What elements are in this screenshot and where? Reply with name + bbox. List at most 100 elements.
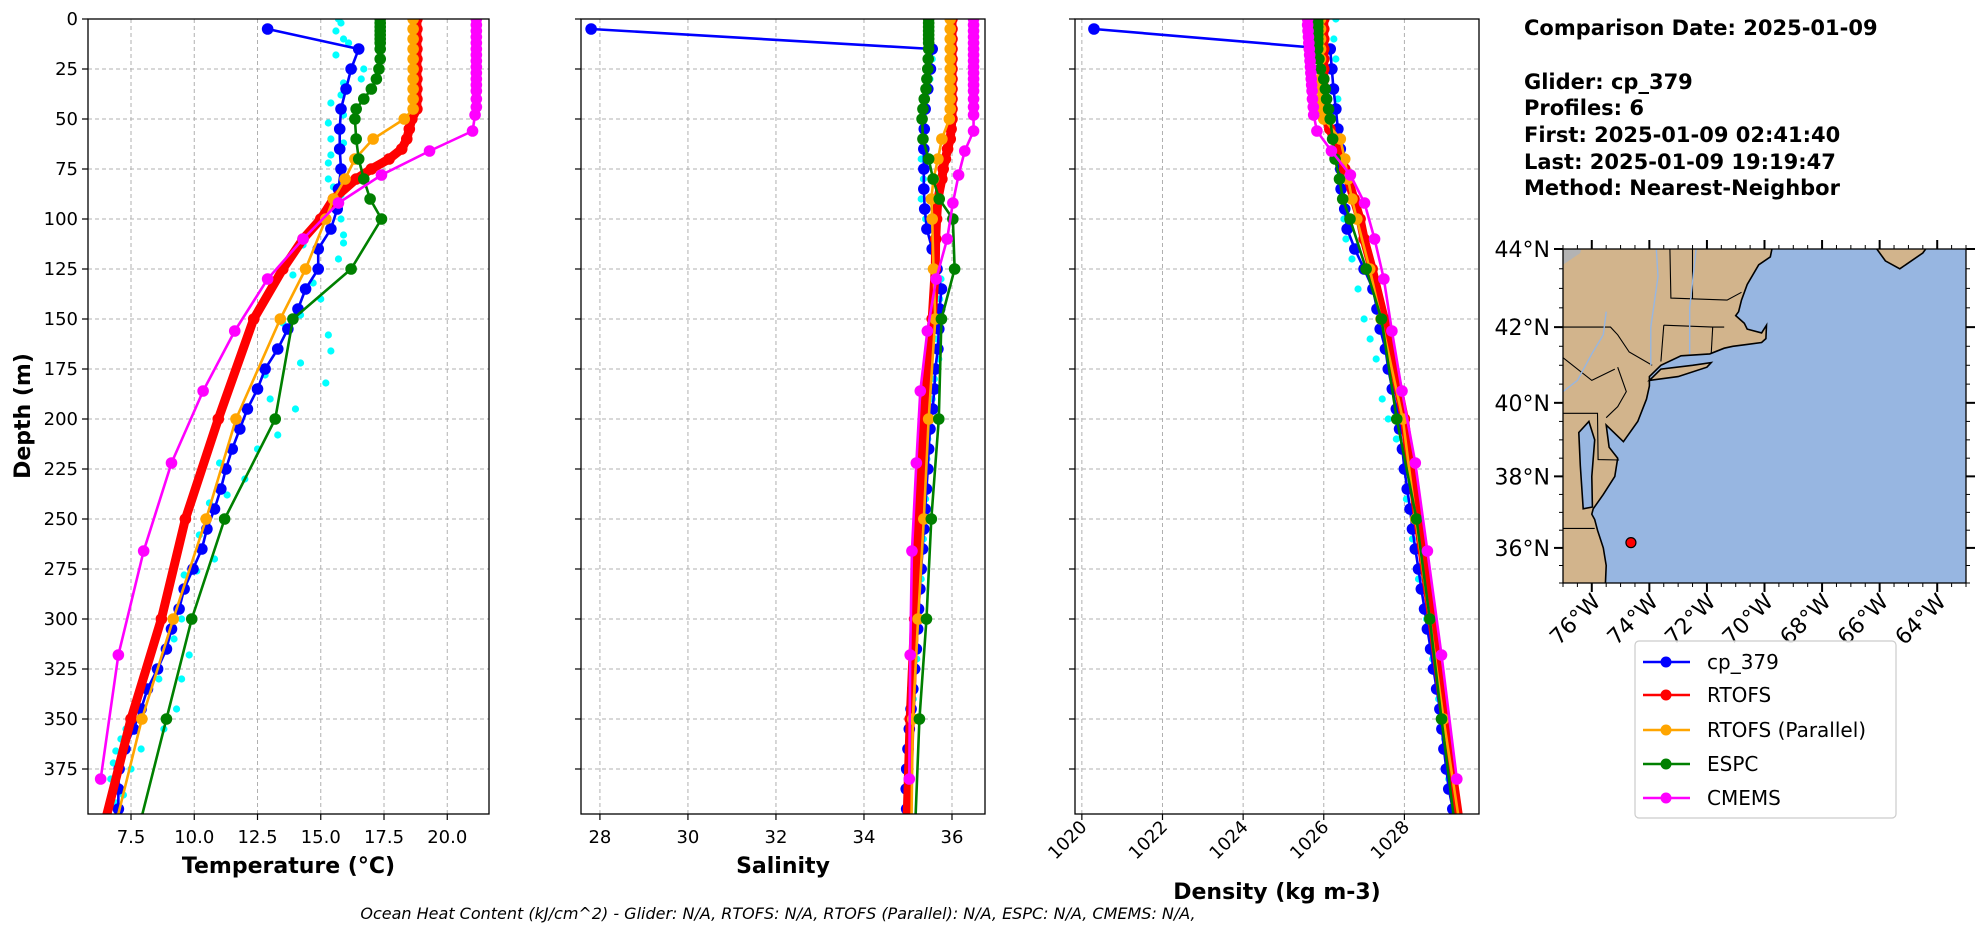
series-point xyxy=(332,197,345,209)
info-panel: Comparison Date: 2025-01-09 Glider: cp_3… xyxy=(1524,16,1878,200)
y-tick-label: 75 xyxy=(55,159,78,180)
y-tick-label: 275 xyxy=(44,559,78,580)
y-axis-label: Depth (m) xyxy=(11,353,36,479)
series-point xyxy=(137,545,150,557)
y-tick-label: 0 xyxy=(67,9,78,30)
glider-profile-point xyxy=(339,239,348,247)
series-point xyxy=(1326,133,1339,145)
glider-profile-point xyxy=(327,135,335,143)
series-point xyxy=(196,543,208,555)
series-point xyxy=(1314,63,1327,75)
x-tick-label: 20.0 xyxy=(427,827,467,848)
glider-profile-point xyxy=(112,747,120,755)
glider-profile-point xyxy=(170,635,178,643)
series-point xyxy=(1455,813,1462,814)
profile-panels: 7.5 10.0 12.5 15.0 17.5 20.0 0 25 50 75 100 125 150 1… xyxy=(44,9,1480,905)
river xyxy=(1563,311,1607,393)
plot-area xyxy=(585,19,980,814)
series-point xyxy=(349,113,361,125)
series-point xyxy=(944,33,957,45)
glider-profile-point xyxy=(1378,395,1386,403)
series-point xyxy=(1344,169,1357,181)
series-point xyxy=(1311,125,1323,137)
series-point xyxy=(247,313,260,325)
series-point xyxy=(1455,813,1462,814)
series-point xyxy=(921,223,933,235)
series-point xyxy=(350,103,362,115)
glider-profile-point xyxy=(339,35,348,43)
series-point xyxy=(241,403,254,415)
x-tick-label: 28 xyxy=(588,827,611,848)
series-point xyxy=(1368,233,1381,245)
series-point xyxy=(916,113,928,125)
state-border xyxy=(1605,367,1627,419)
series-point xyxy=(200,513,212,525)
legend-marker xyxy=(1660,724,1672,736)
series-point xyxy=(1378,273,1390,285)
series-point xyxy=(1358,197,1371,209)
series-point xyxy=(320,213,332,225)
series-line-cp-379 xyxy=(117,27,361,809)
series-point xyxy=(466,125,479,137)
glider-profile-point xyxy=(172,705,181,713)
state-border xyxy=(1669,249,1742,301)
series-point xyxy=(375,169,388,181)
series-point xyxy=(920,613,933,625)
map-lat-label: 36°N xyxy=(1495,537,1550,562)
series-point xyxy=(1336,193,1349,205)
series-point xyxy=(944,103,957,115)
x-tick-label: 36 xyxy=(941,827,964,848)
glider-profile-point xyxy=(339,231,348,239)
series-point xyxy=(274,313,287,325)
series-point xyxy=(1311,43,1324,55)
glider-profile-point xyxy=(337,19,345,27)
glider-profile-point xyxy=(324,331,332,339)
y-tick-label: 350 xyxy=(44,709,78,730)
series-point xyxy=(944,73,957,85)
series-point xyxy=(333,143,346,155)
y-tick-label: 175 xyxy=(44,359,78,380)
glider-profile-point xyxy=(337,215,345,223)
ocean-heat-content-footer: Ocean Heat Content (kJ/cm^2) - Glider: N… xyxy=(360,904,1195,923)
series-point xyxy=(333,123,346,135)
series-point xyxy=(167,613,180,625)
legend-marker xyxy=(1660,656,1672,668)
series-point xyxy=(365,83,378,95)
series-point xyxy=(340,83,352,95)
series-point xyxy=(395,143,408,155)
series-point xyxy=(350,133,362,145)
x-tick-label: 1028 xyxy=(1367,817,1414,864)
x-tick-label: 12.5 xyxy=(237,827,277,848)
legend-label: CMEMS xyxy=(1707,786,1781,810)
series-point xyxy=(906,545,918,557)
series-point xyxy=(335,103,347,115)
x-tick-label: 1024 xyxy=(1205,817,1252,864)
x-tick-label: 1026 xyxy=(1286,817,1333,864)
series-point xyxy=(1313,53,1325,65)
glider-profile-point xyxy=(266,395,274,403)
y-tick-label: 100 xyxy=(44,209,78,230)
glider-profile-point xyxy=(223,491,231,499)
series-point xyxy=(913,713,926,725)
glider-profile-point xyxy=(324,119,332,127)
x-axis-label: Temperature (°C) xyxy=(182,854,395,879)
glider-profile-point xyxy=(324,159,332,167)
series-point xyxy=(967,109,980,121)
legend-item: RTOFS (Parallel) xyxy=(1643,718,1866,742)
series-point xyxy=(1386,325,1398,337)
series-point xyxy=(226,443,239,455)
legend-label: RTOFS xyxy=(1707,683,1771,707)
series-point xyxy=(944,53,957,65)
series-point xyxy=(1409,457,1422,469)
series-point xyxy=(921,63,934,75)
glider-profile-point xyxy=(1342,235,1350,243)
y-tick-label: 25 xyxy=(55,59,78,80)
series-point xyxy=(155,613,168,625)
series-point xyxy=(914,385,927,397)
series-point xyxy=(325,223,337,235)
series-point xyxy=(1421,545,1434,557)
glider-profile-point xyxy=(357,75,365,83)
plot-area xyxy=(1088,19,1463,814)
series-point xyxy=(1322,103,1335,115)
series-point xyxy=(230,413,242,425)
